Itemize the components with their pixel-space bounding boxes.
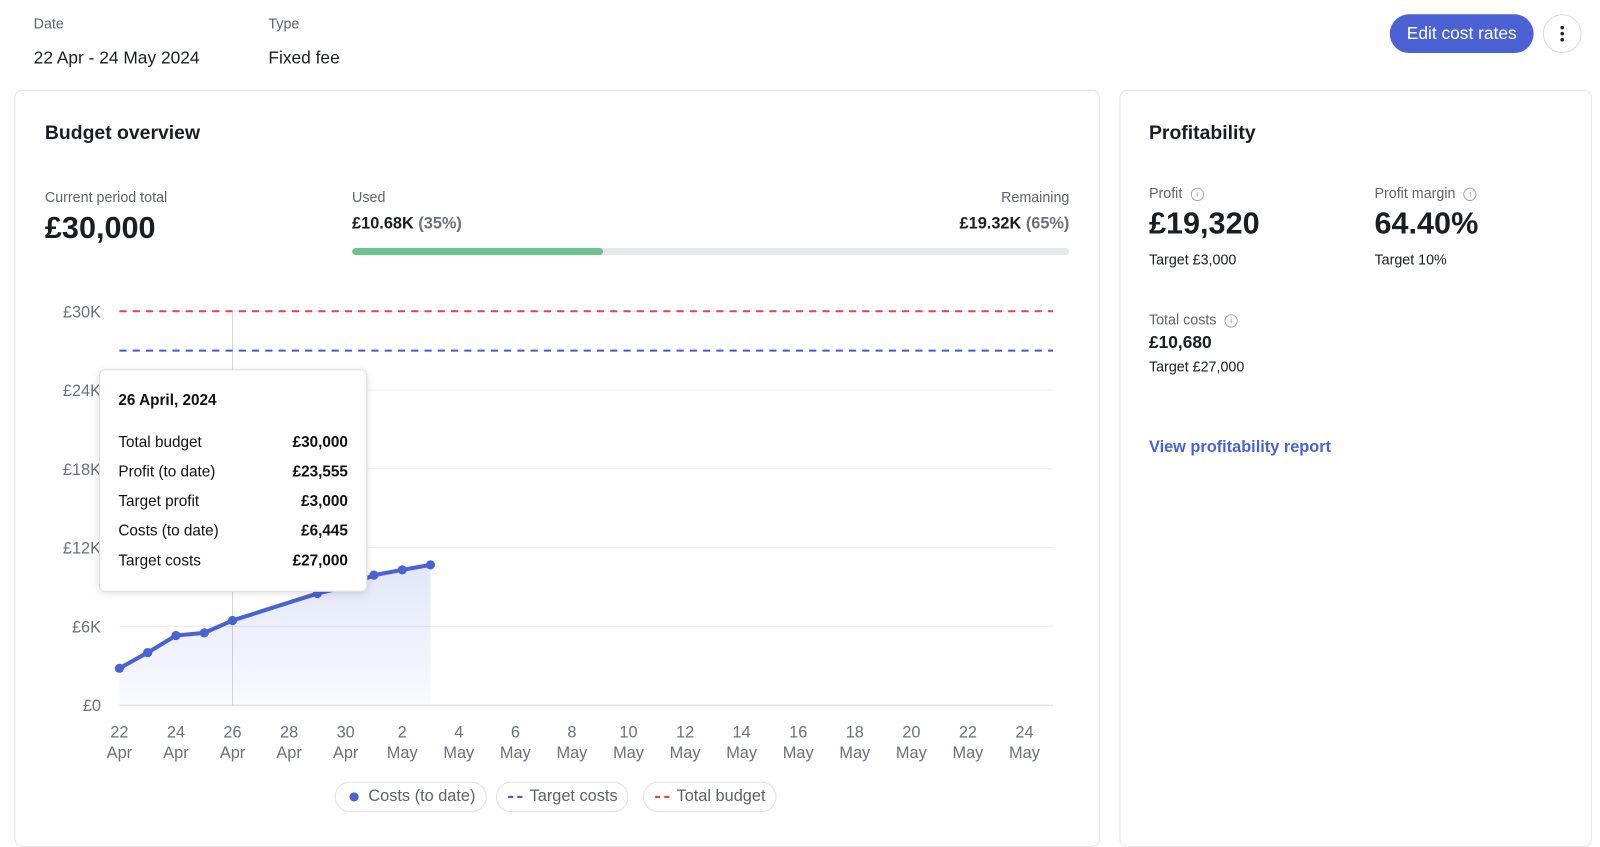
- tooltip-title: 26 April, 2024: [118, 391, 217, 410]
- tooltip-row: Costs (to date) £6,445: [118, 522, 348, 539]
- legend-marker: [349, 792, 359, 802]
- line: [118, 562, 431, 671]
- progress-track: [352, 247, 1070, 256]
- page: Date 22 Apr - 24 May 2024 Type Fixed fee…: [14, 14, 1592, 847]
- remaining-label: Remaining: [1001, 188, 1070, 206]
- profitability-link[interactable]: View profitability report: [1148, 438, 1332, 457]
- x-tick-label: 16 May: [782, 724, 814, 763]
- x-tick-label: 22 May: [952, 724, 984, 763]
- profit-target: Target £3,000: [1148, 251, 1237, 268]
- legend-label: Costs (to date): [368, 787, 476, 806]
- point: [397, 565, 407, 575]
- x-tick-label: 2 May: [386, 724, 418, 763]
- profitability-card: [1119, 89, 1592, 847]
- tooltip: 26 April, 2024 Total budget £30,000 Profit…: [98, 369, 368, 592]
- area: [119, 564, 431, 706]
- x-tick-label: 4 May: [443, 724, 475, 763]
- profit-value: £19,320: [1148, 207, 1260, 241]
- x-tick-label: 18 May: [839, 724, 871, 763]
- legend-marker: [655, 795, 670, 798]
- tooltip-label: Costs (to date): [118, 522, 219, 540]
- margin-label-wrap: Profit margin i: [1374, 184, 1477, 202]
- tooltip-value: £6,445: [301, 522, 348, 540]
- margin-target: Target 10%: [1374, 251, 1447, 268]
- x-tick-label: 30 Apr: [332, 724, 359, 763]
- used-label: Used: [352, 188, 386, 206]
- profit-label: Profit: [1148, 184, 1183, 202]
- info-icon[interactable]: i: [1190, 187, 1204, 202]
- date-label: Date: [33, 15, 64, 32]
- costs-value: £10,680: [1148, 332, 1212, 353]
- info-icon[interactable]: i: [1463, 187, 1477, 202]
- tooltip-row: Target costs £27,000: [118, 552, 348, 569]
- legend-label: Target costs: [529, 787, 618, 806]
- y-tick-label: £18K: [63, 461, 101, 479]
- x-tick-label: 24 May: [1009, 724, 1040, 763]
- used-amount: £10.68K: [352, 215, 414, 233]
- type-label: Type: [268, 15, 300, 32]
- tooltip-label: Target profit: [118, 492, 200, 511]
- more-icon: [1560, 25, 1565, 42]
- y-tick-label: £0: [83, 697, 101, 715]
- more-button[interactable]: [1542, 14, 1582, 54]
- point: [199, 628, 209, 638]
- y-tick-label: £24K: [63, 382, 101, 400]
- remaining-percent: (65%): [1025, 215, 1070, 233]
- edit-button[interactable]: Edit cost rates: [1389, 14, 1534, 54]
- point: [369, 570, 379, 580]
- legend-item: Costs (to date): [334, 781, 487, 813]
- point: [227, 615, 238, 626]
- point: [114, 663, 124, 673]
- x-tick-label: 28 Apr: [276, 724, 302, 763]
- profit-label-wrap: Profit i: [1148, 184, 1204, 202]
- x-tick-label: 6 May: [499, 724, 531, 763]
- tooltip-label: Target costs: [118, 552, 201, 570]
- margin-label: Profit margin: [1374, 184, 1456, 202]
- costs-label: Total costs: [1148, 311, 1217, 328]
- x-tick-label: 10 May: [613, 724, 644, 763]
- legend-item: Target costs: [495, 781, 629, 813]
- x-tick-label: 26 Apr: [219, 724, 246, 763]
- x-tick-label: 8 May: [556, 724, 588, 763]
- remaining-amount: £19.32K: [959, 215, 1022, 233]
- y-tick-label: £30K: [63, 303, 101, 321]
- progress-fill: [352, 247, 604, 256]
- used-summary: £10.68K (35%): [352, 215, 462, 233]
- x-tick-label: 20 May: [895, 724, 927, 763]
- legend-label: Total budget: [676, 787, 766, 806]
- x-tick-label: 14 May: [726, 724, 758, 763]
- tooltip-row: Target profit £3,000: [118, 493, 348, 510]
- legend-marker: [508, 795, 523, 798]
- tooltip-row: Profit (to date) £23,555: [118, 463, 348, 480]
- current-value: £30,000: [44, 211, 156, 245]
- costs-label-wrap: Total costs i: [1148, 311, 1238, 328]
- x-tick-label: 24 Apr: [163, 724, 189, 763]
- margin-value: 64.40%: [1374, 207, 1479, 241]
- x-tick-label: 22 Apr: [106, 724, 133, 763]
- info-icon[interactable]: i: [1224, 314, 1238, 328]
- profitability-title: Profitability: [1148, 122, 1256, 144]
- budget-title: Budget overview: [44, 122, 201, 144]
- legend-item: Total budget: [642, 781, 777, 813]
- tooltip-label: Profit (to date): [118, 463, 216, 481]
- tooltip-value: £27,000: [292, 552, 348, 570]
- y-tick-label: £12K: [63, 540, 101, 558]
- point: [425, 560, 436, 570]
- tooltip-value: £3,000: [301, 492, 348, 511]
- tooltip-label: Total budget: [118, 433, 202, 452]
- current-label: Current period total: [44, 188, 168, 206]
- tooltip-row: Total budget £30,000: [118, 434, 348, 451]
- legend-dot: [349, 792, 359, 802]
- costs-target: Target £27,000: [1148, 358, 1245, 375]
- tooltip-value: £23,555: [292, 463, 348, 481]
- remaining-summary: £19.32K (65%): [960, 215, 1070, 233]
- x-tick-label: 12 May: [669, 724, 701, 763]
- point: [143, 647, 153, 658]
- point: [171, 630, 181, 641]
- tooltip-value: £30,000: [292, 433, 348, 452]
- y-tick-label: £6K: [72, 618, 101, 636]
- date-value: 22 Apr - 24 May 2024: [33, 47, 200, 68]
- used-percent: (35%): [418, 215, 462, 233]
- type-value: Fixed fee: [268, 47, 340, 68]
